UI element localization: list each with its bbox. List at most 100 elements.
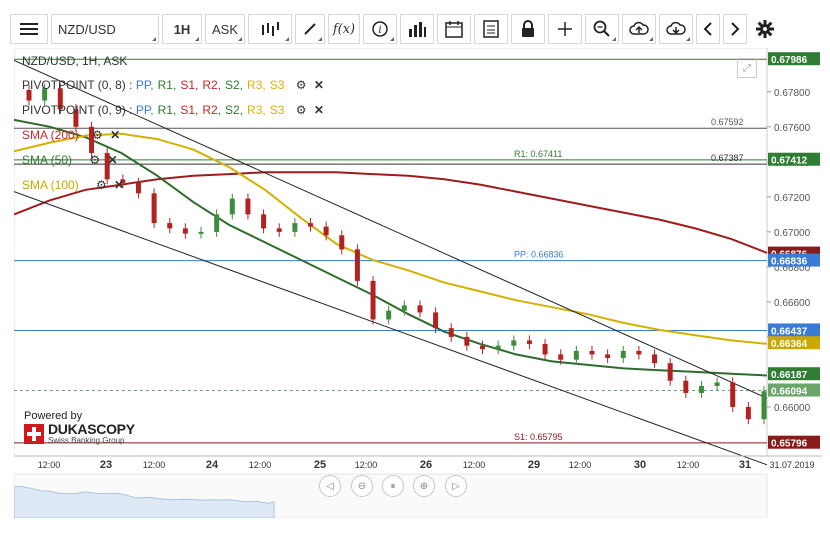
series-channel-upper <box>14 59 768 399</box>
gear-icon[interactable]: ⚙ <box>96 178 107 192</box>
settings-icon[interactable] <box>750 14 780 44</box>
price-label-bg <box>768 152 820 166</box>
scroll-left-icon[interactable]: ◁ <box>319 475 341 497</box>
close-icon[interactable]: ✕ <box>107 153 118 167</box>
candle-body <box>480 345 486 350</box>
prev-icon[interactable] <box>696 14 720 44</box>
candle-body <box>464 336 470 346</box>
pivot-item: R2, <box>202 78 222 92</box>
candle-body <box>339 235 345 250</box>
x-tick-label: 23 <box>100 459 112 471</box>
close-icon[interactable]: ✕ <box>313 78 324 92</box>
close-icon[interactable]: ✕ <box>313 103 324 117</box>
y-tick-label: 0.66600 <box>774 298 811 309</box>
chart-area[interactable]: 0.660000.662000.664000.666000.668000.670… <box>14 48 822 518</box>
candle-body <box>57 88 63 110</box>
download-icon[interactable] <box>659 14 693 44</box>
zoom-in-icon[interactable]: ⊕ <box>413 475 435 497</box>
candle-body <box>292 223 298 232</box>
candle-body <box>198 231 204 234</box>
candle-body <box>589 350 595 355</box>
volume-icon[interactable] <box>400 14 434 44</box>
pivot-item: R1, <box>157 103 177 117</box>
reset-view-icon[interactable]: ⏸ <box>382 475 404 497</box>
candle-body <box>104 153 110 180</box>
y-tick-label: 0.67000 <box>774 228 811 239</box>
candle-body <box>730 382 736 407</box>
pivot-legend-1-label: PIVOTPOINT (0, 8) <box>22 78 126 92</box>
candle-body <box>636 350 642 355</box>
next-icon[interactable] <box>723 14 747 44</box>
price-label: 0.66836 <box>771 257 808 268</box>
sma50-legend: SMA (50) ⚙ ✕ <box>22 153 118 167</box>
price-label: 0.66187 <box>771 370 808 381</box>
side-select[interactable]: ASK <box>205 14 245 44</box>
price-label-bg <box>768 253 820 267</box>
gear-icon[interactable]: ⚙ <box>295 78 307 92</box>
x-tick-label: 26 <box>420 459 432 471</box>
hline-label: 0.67387 <box>711 153 744 163</box>
sma200-legend: SMA (200) ⚙ ✕ <box>22 128 120 142</box>
x-tick-label: 25 <box>314 459 326 471</box>
candle-body <box>307 223 313 227</box>
y-tick-label: 0.67800 <box>774 88 811 99</box>
pivot-item: PP, <box>135 78 154 92</box>
candle-body <box>605 354 611 358</box>
x-tick-label: 30 <box>634 459 646 471</box>
price-label: 0.66437 <box>771 326 808 337</box>
price-candles <box>26 83 767 425</box>
crosshair-icon[interactable] <box>548 14 582 44</box>
series-channel-lower <box>14 191 768 466</box>
lock-icon[interactable] <box>511 14 545 44</box>
candle-body <box>620 350 626 358</box>
chart-type-icon[interactable] <box>248 14 292 44</box>
pivot-sep: : <box>125 103 136 117</box>
candle-body <box>26 90 32 101</box>
price-chart[interactable]: 0.660000.662000.664000.666000.668000.670… <box>14 48 822 518</box>
price-label-bg <box>768 367 820 381</box>
report-icon[interactable] <box>474 14 508 44</box>
candle-body <box>261 214 267 229</box>
candle-body <box>120 179 126 183</box>
sma100-label: SMA (100) <box>22 178 79 192</box>
x-tick-label: 24 <box>206 459 219 471</box>
x-tick-label: 29 <box>528 459 540 471</box>
y-tick-label: 0.67600 <box>774 123 811 134</box>
candle-body <box>745 406 751 420</box>
info-icon[interactable]: i <box>363 14 397 44</box>
gear-icon[interactable]: ⚙ <box>92 128 103 142</box>
zoom-icon[interactable] <box>585 14 619 44</box>
upload-icon[interactable] <box>622 14 656 44</box>
close-icon[interactable]: ✕ <box>110 128 121 142</box>
expand-icon[interactable]: ⤢ <box>737 58 757 78</box>
period-select[interactable]: 1H <box>162 14 202 44</box>
series-sma-50- <box>14 118 768 377</box>
pivot-legend-2: PIVOTPOINT (0, 9) : PP, R1, S1, R2, S2, R3, S3… <box>22 103 324 117</box>
candle-body <box>667 363 673 381</box>
close-icon[interactable]: ✕ <box>114 178 125 192</box>
candle-body <box>370 280 376 320</box>
price-label: 0.66094 <box>771 387 808 398</box>
brand-sub: Swiss Banking Group <box>48 436 125 445</box>
x-tick-label: 31.07.2019 <box>769 460 814 470</box>
pivot-item: R2, <box>202 103 222 117</box>
price-label: 0.65796 <box>771 439 808 450</box>
scroll-right-icon[interactable]: ▷ <box>445 475 467 497</box>
candle-body <box>323 226 329 236</box>
instrument-select[interactable]: NZD/USD <box>51 14 159 44</box>
zoom-out-icon[interactable]: ⊖ <box>351 475 373 497</box>
gear-icon[interactable]: ⚙ <box>295 103 307 117</box>
draw-icon[interactable] <box>295 14 325 44</box>
fx-icon[interactable]: f(x) <box>328 14 360 44</box>
price-label-bg <box>768 336 820 350</box>
y-tick-label: 0.66800 <box>774 263 811 274</box>
menu-icon[interactable] <box>10 14 48 44</box>
y-tick-label: 0.67200 <box>774 193 811 204</box>
candle-body <box>386 310 392 320</box>
gear-icon[interactable]: ⚙ <box>89 153 101 167</box>
candle-body <box>542 343 548 355</box>
x-tick-label: 12:00 <box>38 460 61 470</box>
pivot-item: S1, <box>180 78 199 92</box>
calendar-icon[interactable] <box>437 14 471 44</box>
candle-body <box>89 126 95 154</box>
